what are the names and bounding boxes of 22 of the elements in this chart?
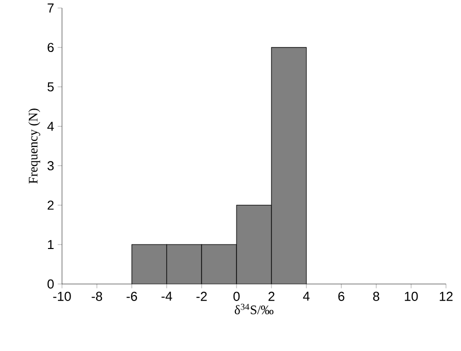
x-tick-label: 4 xyxy=(303,292,310,301)
x-tick-label: -8 xyxy=(92,292,102,301)
x-tick-label: 12 xyxy=(440,292,453,301)
y-tick-label: 3 xyxy=(48,161,54,170)
x-axis-title: δ$^{34}$S/‰ xyxy=(234,304,274,314)
x-tick-label: 0 xyxy=(233,292,240,301)
x-tick-label: 2 xyxy=(268,292,274,301)
y-tick-label: 2 xyxy=(48,200,54,210)
x-tick-label: 8 xyxy=(373,292,380,301)
x-tick-label: 6 xyxy=(338,292,344,301)
x-tick-label: -2 xyxy=(196,292,207,301)
y-tick-label: 1 xyxy=(48,240,54,250)
y-tick-label: 4 xyxy=(47,122,54,131)
x-tick-label: 10 xyxy=(404,292,418,301)
x-tick-label: -6 xyxy=(126,292,138,301)
y-tick-label: 6 xyxy=(48,42,54,52)
x-tick-label: -4 xyxy=(162,292,172,301)
y-tick-label: 0 xyxy=(48,279,54,289)
y-axis-title: Frequency (N) xyxy=(28,108,40,184)
y-tick-label: 7 xyxy=(48,4,54,12)
x-tick-label: -10 xyxy=(53,292,71,301)
y-tick-label: 5 xyxy=(48,82,54,92)
